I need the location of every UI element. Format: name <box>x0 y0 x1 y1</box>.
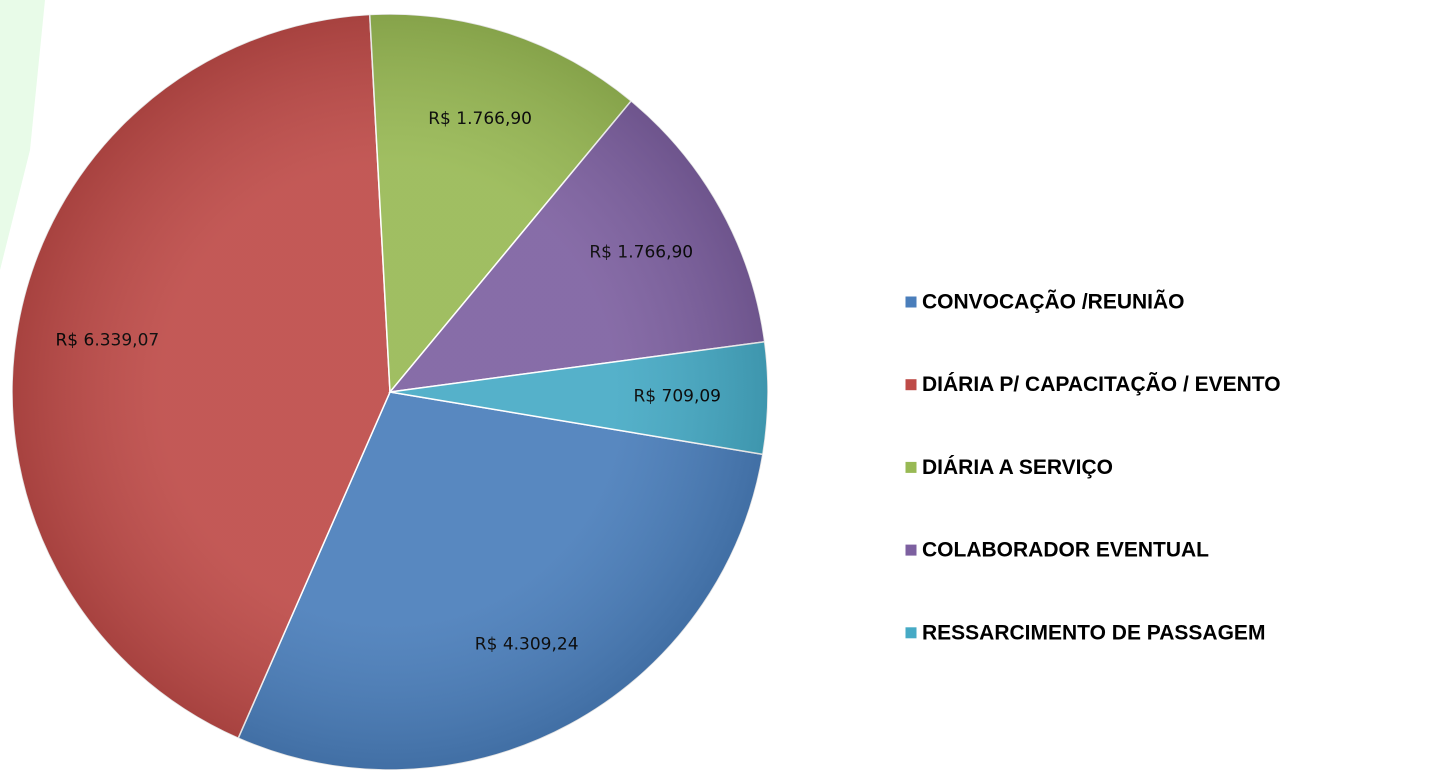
legend-swatch <box>904 543 918 557</box>
value-label: R$ 1.766,90 <box>589 243 693 263</box>
value-label: R$ 4.309,24 <box>475 635 579 655</box>
legend-label: DIÁRIA P/ CAPACITAÇÃO / EVENTO <box>922 373 1281 396</box>
legend-label: DIÁRIA A SERVIÇO <box>922 456 1113 479</box>
background-shape <box>0 0 45 270</box>
value-label: R$ 6.339,07 <box>55 331 159 351</box>
legend-swatch <box>904 295 918 309</box>
legend-swatch <box>904 460 918 474</box>
pie: R$ 4.309,24 R$ 6.339,07 R$ 1.766,90 R$ 1.76… <box>11 13 769 771</box>
legend-label: COLABORADOR EVENTUAL <box>922 539 1209 562</box>
legend-swatch <box>904 378 918 392</box>
legend-label: CONVOCAÇÃO /REUNIÃO <box>922 291 1185 314</box>
legend-swatch <box>904 626 918 640</box>
legend-label: RESSARCIMENTO DE PASSAGEM <box>922 621 1265 644</box>
value-label: R$ 1.766,90 <box>428 109 532 129</box>
value-label: R$ 709,09 <box>633 387 721 407</box>
legend: CONVOCAÇÃO /REUNIÃO DIÁRIA P/ CAPACITAÇÃO… <box>904 291 1281 644</box>
